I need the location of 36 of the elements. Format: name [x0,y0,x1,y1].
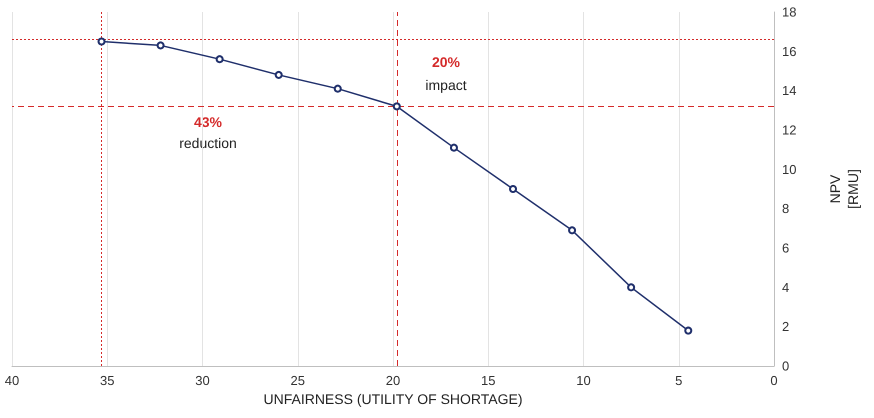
x-tick-label: 20 [386,373,400,388]
x-tick-label: 30 [195,373,210,388]
point [509,185,518,193]
x-tick-label: 5 [675,373,682,388]
y-tick-label: 2 [782,319,790,334]
point [216,55,224,64]
point [334,84,342,93]
x-tick-label: 0 [770,373,778,388]
y-tick-label: 14 [782,83,796,98]
annotation: reduction [179,135,237,151]
y-tick-label: 16 [782,44,796,59]
x-axis-title: UNFAIRNESS (UTILITY OF SHORTAGE) [263,391,523,407]
point [627,283,636,292]
x-tick-label: 25 [290,373,305,388]
y-tick-label: 6 [782,240,790,256]
y-tick-label: 8 [782,201,790,216]
y-tick-label: 4 [782,280,790,295]
point [568,226,576,234]
y-axis-title: NPV [RMU] [827,169,861,209]
y-tick-label: 10 [782,162,796,177]
annotation: 20% [432,54,461,70]
point [274,70,283,79]
point [684,326,692,335]
x-tick-label: 40 [4,373,20,388]
y-tick-label: 0 [782,358,790,374]
annotation: 43% [194,114,223,130]
x-tick-label: 15 [481,373,496,388]
point [450,144,458,152]
point [156,41,165,50]
x-tick-label: 10 [576,373,591,388]
annotation: impact [425,77,467,93]
point [392,102,401,110]
point [98,38,106,46]
x-tick-label: 35 [100,373,114,388]
y-tick-label: 12 [782,122,796,138]
y-tick-label: 18 [782,4,796,20]
